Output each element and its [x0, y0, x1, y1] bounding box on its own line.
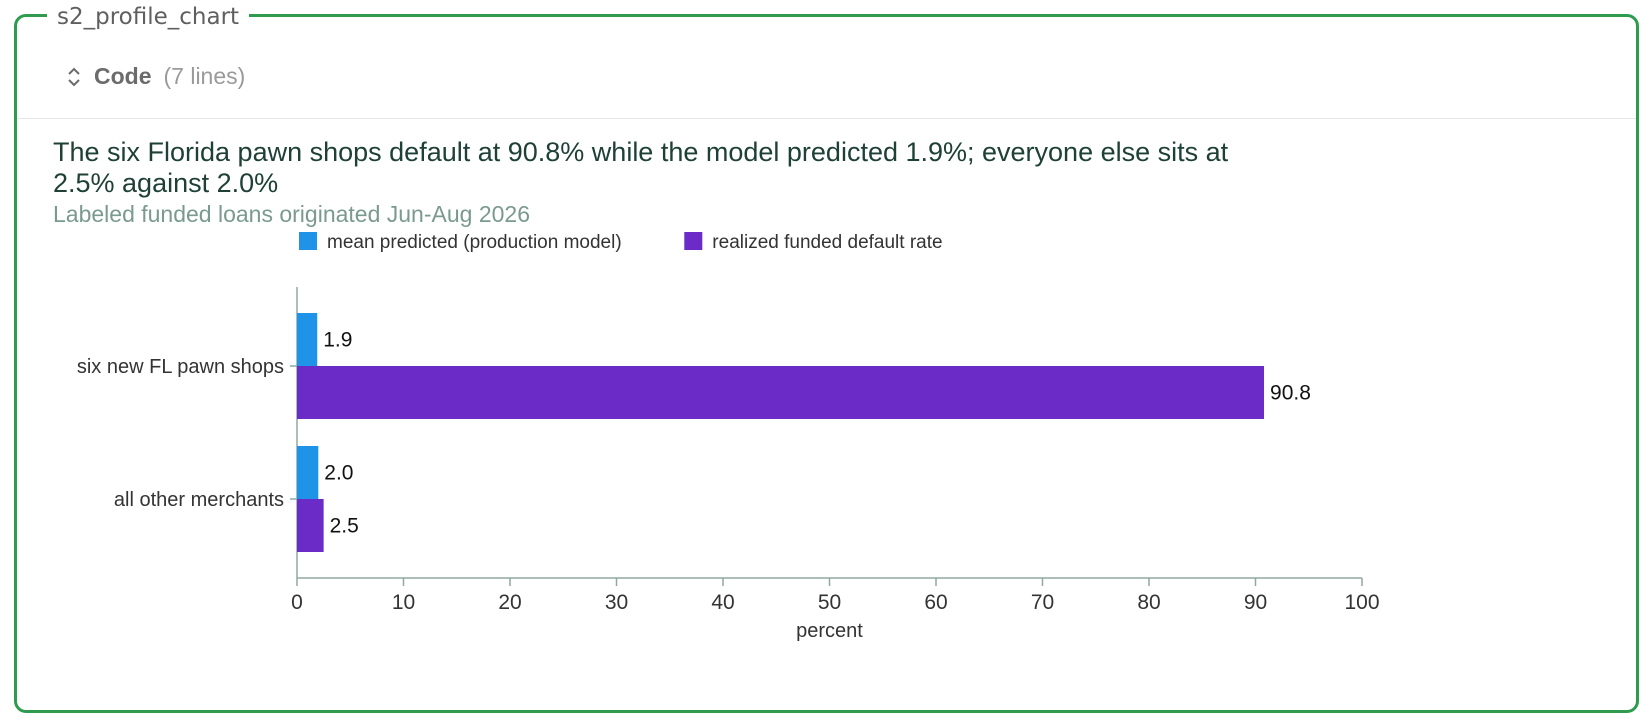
x-tick-label: 100: [1344, 591, 1379, 614]
bar: [297, 366, 1265, 419]
x-tick-label: 90: [1244, 591, 1267, 614]
x-tick-label: 50: [818, 591, 841, 614]
code-toggle-button[interactable]: Code (7 lines): [66, 63, 245, 90]
x-tick-label: 40: [711, 591, 734, 614]
chart-title: The six Florida pawn shops default at 90…: [53, 137, 1229, 198]
x-tick-label: 10: [392, 591, 415, 614]
data-label: 2.5: [330, 515, 359, 538]
x-tick-label: 20: [498, 591, 521, 614]
data-label: 2.0: [324, 462, 353, 485]
legend-label: mean predicted (production model): [327, 232, 622, 253]
x-tick-label: 70: [1031, 591, 1054, 614]
category-label: all other merchants: [114, 489, 284, 511]
code-toggle-title: Code: [94, 63, 152, 89]
chevron-up-down-icon: [68, 67, 80, 86]
x-tick-label: 0: [291, 591, 303, 614]
bar: [297, 313, 318, 366]
data-label: 1.9: [323, 329, 352, 352]
bar: [297, 446, 319, 499]
legend-swatch: [684, 232, 703, 250]
x-tick-label: 30: [605, 591, 628, 614]
x-axis-label: percent: [796, 620, 863, 642]
bar: [297, 499, 324, 552]
cell-label: s2_profile_chart: [47, 4, 250, 30]
x-tick-label: 60: [924, 591, 947, 614]
category-label: six new FL pawn shops: [77, 356, 284, 378]
cell-divider: [17, 118, 1636, 119]
legend-swatch: [299, 232, 317, 250]
x-tick-label: 80: [1137, 591, 1160, 614]
legend-label: realized funded default rate: [712, 232, 942, 253]
chart-subtitle: Labeled funded loans originated Jun-Aug …: [53, 201, 530, 227]
notebook-cell: s2_profile_chart Code (7 lines) The six …: [14, 4, 1639, 713]
bar-chart: mean predicted (production model) realize…: [77, 232, 1380, 642]
code-line-count: (7 lines): [163, 63, 246, 89]
data-label: 90.8: [1270, 382, 1311, 405]
